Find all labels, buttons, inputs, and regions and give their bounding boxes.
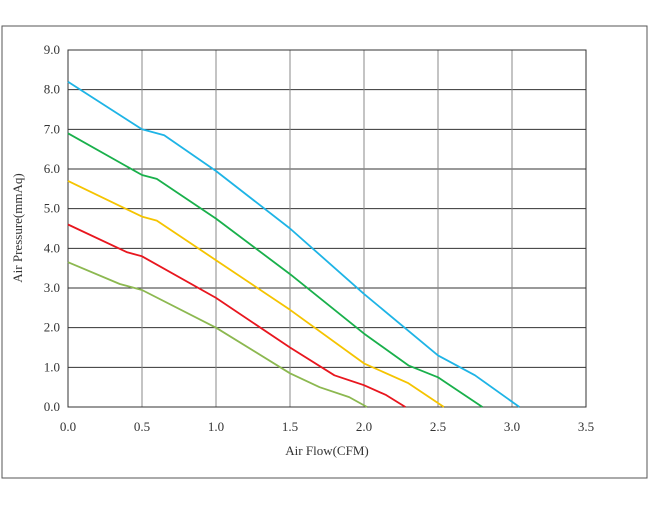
y-axis-label: Air Pressure(mmAq): [10, 173, 25, 282]
x-tick-label: 3.0: [504, 419, 520, 434]
curve: [67, 132, 483, 408]
x-tick-label: 2.0: [356, 419, 372, 434]
y-tick-label: 0.0: [44, 399, 60, 414]
y-tick-label: 2.0: [44, 320, 60, 335]
x-tick-label: 0.0: [60, 419, 76, 434]
y-tick-label: 7.0: [44, 121, 60, 136]
x-tick-label: 1.5: [282, 419, 298, 434]
y-tick-label: 3.0: [44, 280, 60, 295]
x-axis-label: Air Flow(CFM): [285, 443, 368, 458]
y-tick-label: 4.0: [44, 240, 60, 255]
y-tick-label: 9.0: [44, 42, 60, 57]
y-tick-label: 8.0: [44, 82, 60, 97]
x-tick-label: 3.5: [578, 419, 594, 434]
plot-border: [67, 49, 587, 408]
x-tick-label: 0.5: [134, 419, 150, 434]
curve: [67, 80, 520, 408]
frame: [1, 25, 648, 479]
y-tick-label: 5.0: [44, 201, 60, 216]
curve: [67, 223, 406, 408]
curve: [67, 261, 368, 408]
y-tick-label: 6.0: [44, 161, 60, 176]
x-tick-label: 2.5: [430, 419, 446, 434]
curve: [67, 180, 445, 408]
x-tick-label: 1.0: [208, 419, 224, 434]
y-tick-label: 1.0: [44, 359, 60, 374]
